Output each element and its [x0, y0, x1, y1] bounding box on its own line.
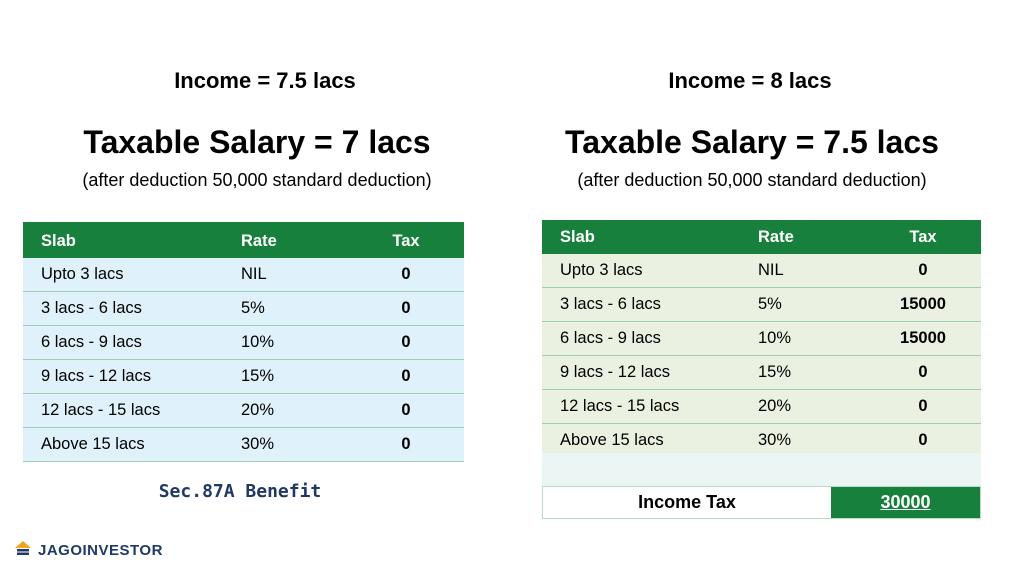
slab-cell: 3 lacs - 6 lacs — [542, 287, 740, 322]
tax-cell: 0 — [865, 389, 981, 424]
left-income-heading: Income = 7.5 lacs — [174, 68, 356, 93]
slab-cell: 9 lacs - 12 lacs — [23, 359, 223, 394]
table-row: 6 lacs - 9 lacs 10% 0 — [23, 325, 464, 360]
tax-cell: 0 — [348, 427, 464, 462]
rate-cell: 10% — [740, 321, 865, 356]
rate-cell: 5% — [223, 291, 348, 326]
income-tax-label: Income Tax — [543, 487, 831, 518]
left-taxable-heading: Taxable Salary = 7 lacs — [83, 124, 431, 160]
stacked-coins-icon — [14, 540, 32, 561]
right-income-heading: Income = 8 lacs — [668, 68, 832, 93]
rate-cell: NIL — [740, 254, 865, 288]
rate-cell: 20% — [740, 389, 865, 424]
right-taxable-heading: Taxable Salary = 7.5 lacs — [565, 124, 939, 160]
rate-cell: 10% — [223, 325, 348, 360]
rate-cell: 20% — [223, 393, 348, 428]
empty-row — [542, 453, 981, 486]
jagoinvestor-logo: JAGOINVESTOR — [14, 540, 163, 561]
table-row: 12 lacs - 15 lacs 20% 0 — [542, 389, 981, 424]
table-header-row: Slab Rate Tax — [23, 222, 464, 258]
slab-cell: 9 lacs - 12 lacs — [542, 355, 740, 390]
table-row: Above 15 lacs 30% 0 — [23, 427, 464, 462]
right-deduction-note: (after deduction 50,000 standard deducti… — [577, 170, 927, 190]
left-deduction-note: (after deduction 50,000 standard deducti… — [82, 170, 432, 190]
table-header-row: Slab Rate Tax — [542, 220, 981, 254]
rate-cell: 30% — [223, 427, 348, 462]
tax-cell: 0 — [348, 325, 464, 360]
rate-cell: 15% — [223, 359, 348, 394]
right-tax-slab-table: Slab Rate Tax Upto 3 lacs NIL 0 3 lacs -… — [542, 220, 981, 458]
header-rate: Rate — [223, 222, 348, 258]
tax-cell: 0 — [865, 355, 981, 390]
logo-text: JAGOINVESTOR — [38, 542, 163, 559]
slab-cell: Upto 3 lacs — [542, 254, 740, 288]
table-row: 3 lacs - 6 lacs 5% 15000 — [542, 287, 981, 322]
header-slab: Slab — [542, 220, 740, 254]
table-row: Upto 3 lacs NIL 0 — [542, 254, 981, 288]
slab-cell: 12 lacs - 15 lacs — [542, 389, 740, 424]
header-tax: Tax — [865, 220, 981, 254]
rate-cell: 15% — [740, 355, 865, 390]
slab-cell: 6 lacs - 9 lacs — [542, 321, 740, 356]
tax-cell: 0 — [865, 423, 981, 458]
table-row: 12 lacs - 15 lacs 20% 0 — [23, 393, 464, 428]
table-row: 3 lacs - 6 lacs 5% 0 — [23, 291, 464, 326]
slab-cell: 12 lacs - 15 lacs — [23, 393, 223, 428]
slab-cell: 3 lacs - 6 lacs — [23, 291, 223, 326]
rate-cell: 5% — [740, 287, 865, 322]
tax-cell: 0 — [348, 258, 464, 292]
left-tax-slab-table: Slab Rate Tax Upto 3 lacs NIL 0 3 lacs -… — [23, 222, 464, 462]
tax-cell: 0 — [865, 254, 981, 288]
slab-cell: Above 15 lacs — [542, 423, 740, 458]
header-rate: Rate — [740, 220, 865, 254]
slab-cell: Above 15 lacs — [23, 427, 223, 462]
tax-cell: 0 — [348, 359, 464, 394]
sec87a-benefit-label: Sec.87A Benefit — [158, 481, 322, 502]
tax-cell: 0 — [348, 291, 464, 326]
slab-cell: 6 lacs - 9 lacs — [23, 325, 223, 360]
table-row: 6 lacs - 9 lacs 10% 15000 — [542, 321, 981, 356]
table-row: Upto 3 lacs NIL 0 — [23, 258, 464, 292]
income-tax-value: 30000 — [831, 487, 980, 518]
tax-cell: 0 — [348, 393, 464, 428]
table-row: 9 lacs - 12 lacs 15% 0 — [23, 359, 464, 394]
tax-cell: 15000 — [865, 321, 981, 356]
tax-cell: 15000 — [865, 287, 981, 322]
income-tax-total: Income Tax 30000 — [542, 486, 981, 519]
header-slab: Slab — [23, 222, 223, 258]
slab-cell: Upto 3 lacs — [23, 258, 223, 292]
header-tax: Tax — [348, 222, 464, 258]
table-row: 9 lacs - 12 lacs 15% 0 — [542, 355, 981, 390]
rate-cell: NIL — [223, 258, 348, 292]
